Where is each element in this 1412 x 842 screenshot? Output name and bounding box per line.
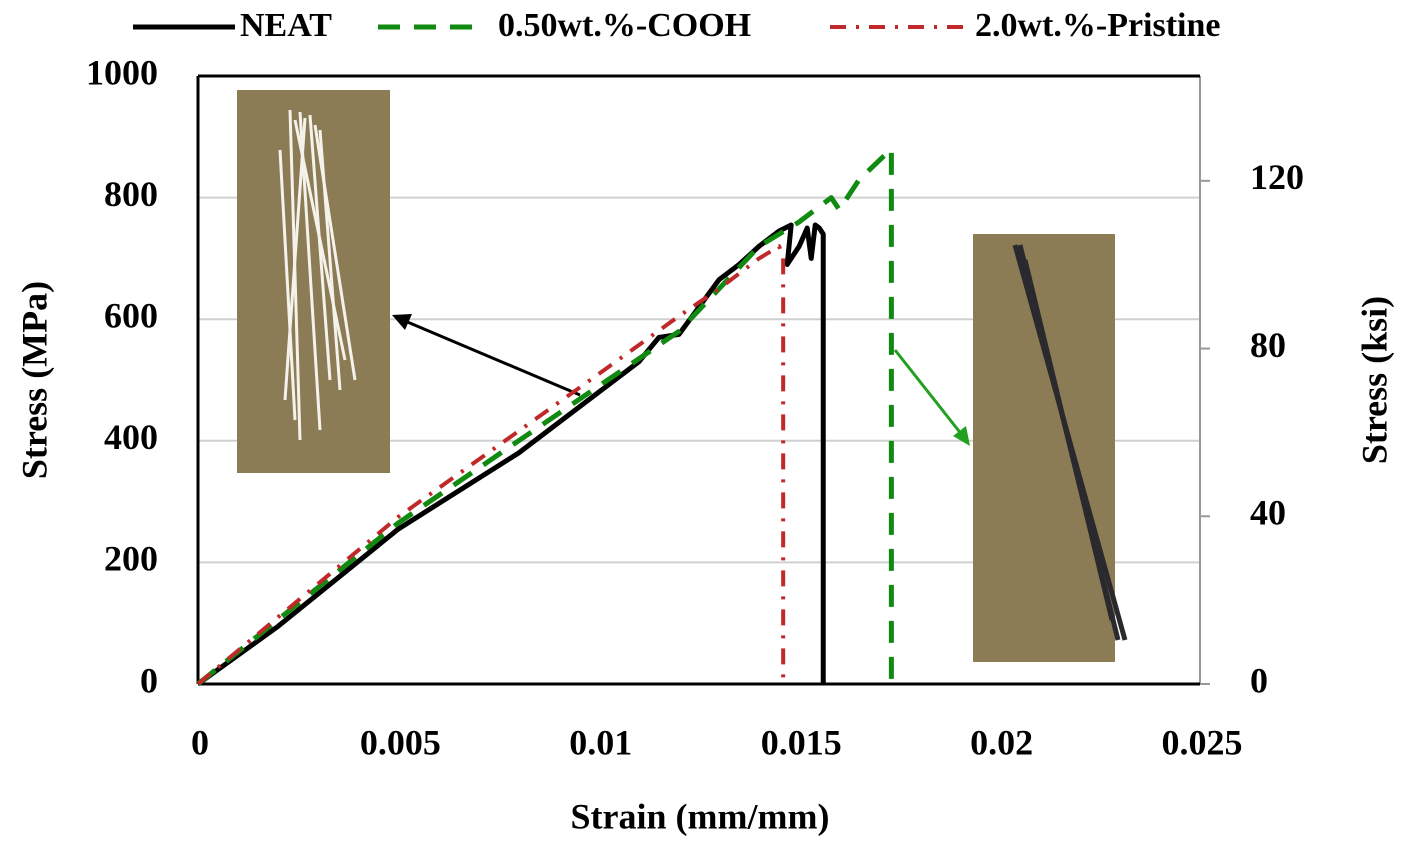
x-tick-label: 0.005 — [360, 722, 441, 762]
y2-axis-title: Stress (ksi) — [1354, 296, 1394, 464]
y-tick-label: 600 — [104, 295, 158, 335]
arrow-neat — [392, 314, 581, 397]
photo-cooh — [973, 234, 1115, 662]
y-tick-label: 0 — [140, 660, 158, 700]
y-tick-label: 200 — [104, 539, 158, 579]
x-tick-label: 0.025 — [1162, 722, 1243, 762]
y-tick-label: 800 — [104, 174, 158, 214]
y2-tick-label: 40 — [1250, 493, 1286, 533]
y2-tick-label: 80 — [1250, 325, 1286, 365]
x-axis-title: Strain (mm/mm) — [571, 796, 830, 836]
x-tick-label: 0 — [191, 722, 209, 762]
legend-label: NEAT — [240, 7, 332, 44]
legend-label: 2.0wt.%-Pristine — [975, 7, 1221, 44]
y-tick-label: 1000 — [86, 52, 158, 92]
series-line — [196, 146, 894, 686]
photo-fibers — [278, 109, 357, 441]
x-tick-label: 0.02 — [970, 722, 1033, 762]
photo-fibers-dark — [1012, 244, 1128, 641]
x-tick-label: 0.01 — [569, 722, 632, 762]
y2-tick-label: 0 — [1250, 660, 1268, 700]
legend-label: 0.50wt.%-COOH — [498, 7, 751, 44]
y-tick-label: 400 — [104, 417, 158, 457]
arrow-cooh — [893, 349, 970, 446]
y2-tick-label: 120 — [1250, 157, 1304, 197]
x-tick-label: 0.015 — [761, 722, 842, 762]
y-axis-title: Stress (MPa) — [14, 281, 54, 479]
